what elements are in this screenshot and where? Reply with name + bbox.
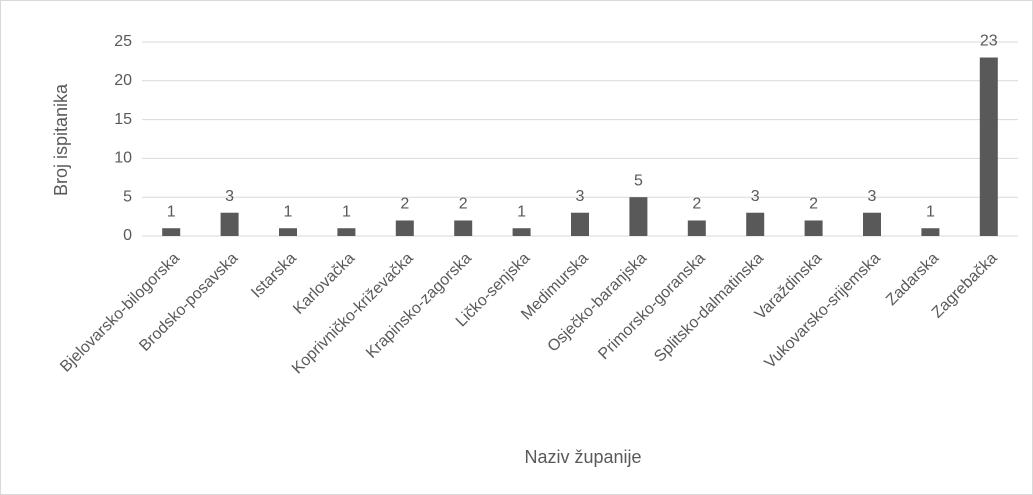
bar xyxy=(337,228,356,236)
data-label: 3 xyxy=(576,188,585,205)
data-label: 3 xyxy=(868,188,877,205)
data-label: 1 xyxy=(926,203,935,220)
y-tick-label: 5 xyxy=(123,188,132,205)
bar xyxy=(863,212,881,236)
data-label: 1 xyxy=(167,203,176,220)
data-label: 2 xyxy=(692,196,701,213)
data-label: 1 xyxy=(342,203,351,220)
bar xyxy=(687,220,706,236)
y-tick-label: 15 xyxy=(114,111,132,128)
data-label: 1 xyxy=(517,203,526,220)
bar xyxy=(220,212,239,236)
bar xyxy=(162,228,181,236)
y-tick-label: 0 xyxy=(123,227,132,244)
data-label: 5 xyxy=(634,172,643,189)
data-label: 23 xyxy=(980,33,998,50)
bar xyxy=(279,228,297,236)
bar xyxy=(571,212,589,236)
bar xyxy=(921,228,940,236)
bar xyxy=(804,220,823,236)
bar xyxy=(395,220,414,236)
bar xyxy=(979,57,998,236)
bar xyxy=(746,212,765,236)
x-axis-label: Naziv županije xyxy=(524,447,641,467)
data-label: 2 xyxy=(809,196,818,213)
bar xyxy=(629,197,648,236)
y-tick-label: 20 xyxy=(114,72,132,89)
data-label: 3 xyxy=(751,188,760,205)
bar xyxy=(454,220,473,236)
y-tick-label: 25 xyxy=(114,33,132,50)
data-label: 2 xyxy=(459,196,468,213)
data-label: 1 xyxy=(284,203,293,220)
data-label: 2 xyxy=(400,196,409,213)
y-axis-label: Broj ispitanika xyxy=(51,83,71,196)
y-tick-label: 10 xyxy=(114,150,132,167)
bar xyxy=(512,228,531,236)
data-label: 3 xyxy=(225,188,234,205)
